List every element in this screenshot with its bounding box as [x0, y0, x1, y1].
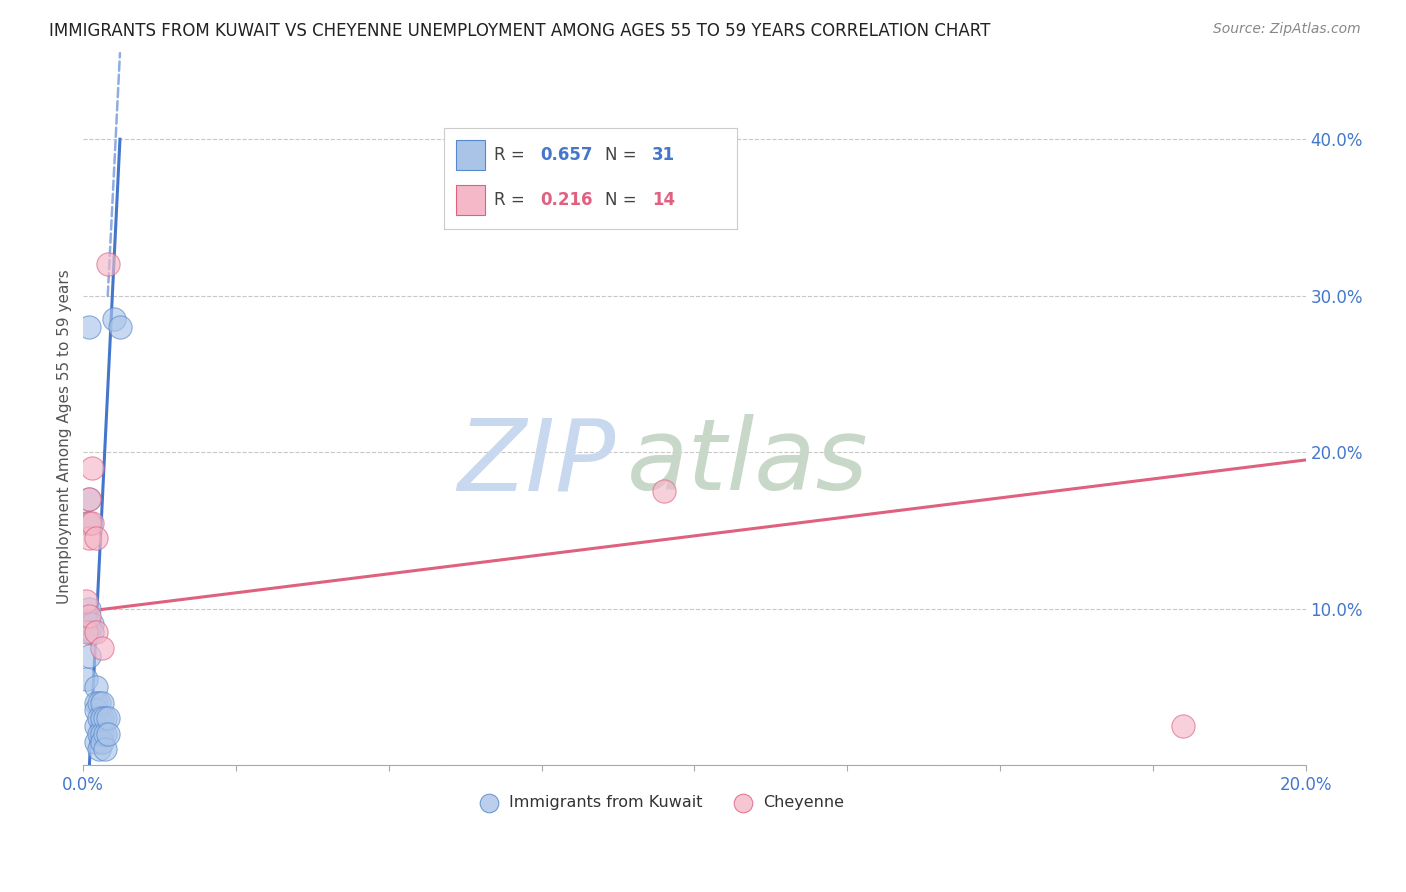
Point — [90, 711, 112, 725]
Point — [79, 492, 101, 507]
Y-axis label: Unemployment Among Ages 55 to 59 years: Unemployment Among Ages 55 to 59 years — [58, 269, 72, 604]
Point — [87, 727, 110, 741]
Point — [87, 711, 110, 725]
Text: ZIP: ZIP — [457, 414, 614, 511]
Point — [79, 516, 101, 530]
Text: IMMIGRANTS FROM KUWAIT VS CHEYENNE UNEMPLOYMENT AMONG AGES 55 TO 59 YEARS CORREL: IMMIGRANTS FROM KUWAIT VS CHEYENNE UNEMP… — [49, 22, 991, 40]
Point — [79, 648, 101, 663]
Point — [82, 617, 104, 632]
Point — [79, 601, 101, 615]
Point — [75, 516, 97, 530]
Point — [84, 734, 107, 748]
Point — [79, 625, 101, 640]
Point — [87, 696, 110, 710]
Point — [79, 531, 101, 545]
Point — [84, 696, 107, 710]
Point — [97, 711, 120, 725]
Point — [93, 727, 115, 741]
Point — [93, 742, 115, 756]
Text: Source: ZipAtlas.com: Source: ZipAtlas.com — [1213, 22, 1361, 37]
Point — [90, 734, 112, 748]
Point — [97, 727, 120, 741]
Point — [75, 625, 97, 640]
Point — [84, 719, 107, 733]
Point — [84, 625, 107, 640]
Point — [652, 484, 675, 499]
Point — [93, 711, 115, 725]
Point — [82, 460, 104, 475]
Text: atlas: atlas — [627, 414, 869, 511]
Point — [87, 742, 110, 756]
Point — [82, 516, 104, 530]
Point — [90, 727, 112, 741]
Point — [84, 531, 107, 545]
Point — [79, 320, 101, 334]
Point — [97, 257, 120, 271]
Point — [84, 703, 107, 717]
Point — [90, 640, 112, 655]
Point — [79, 516, 101, 530]
Point — [1173, 719, 1195, 733]
Point — [82, 625, 104, 640]
Point — [103, 312, 125, 326]
Point — [90, 696, 112, 710]
Point — [75, 594, 97, 608]
Point — [75, 672, 97, 686]
Point — [108, 320, 131, 334]
Point — [79, 617, 101, 632]
Point — [79, 609, 101, 624]
Point — [79, 492, 101, 507]
Point — [84, 680, 107, 694]
